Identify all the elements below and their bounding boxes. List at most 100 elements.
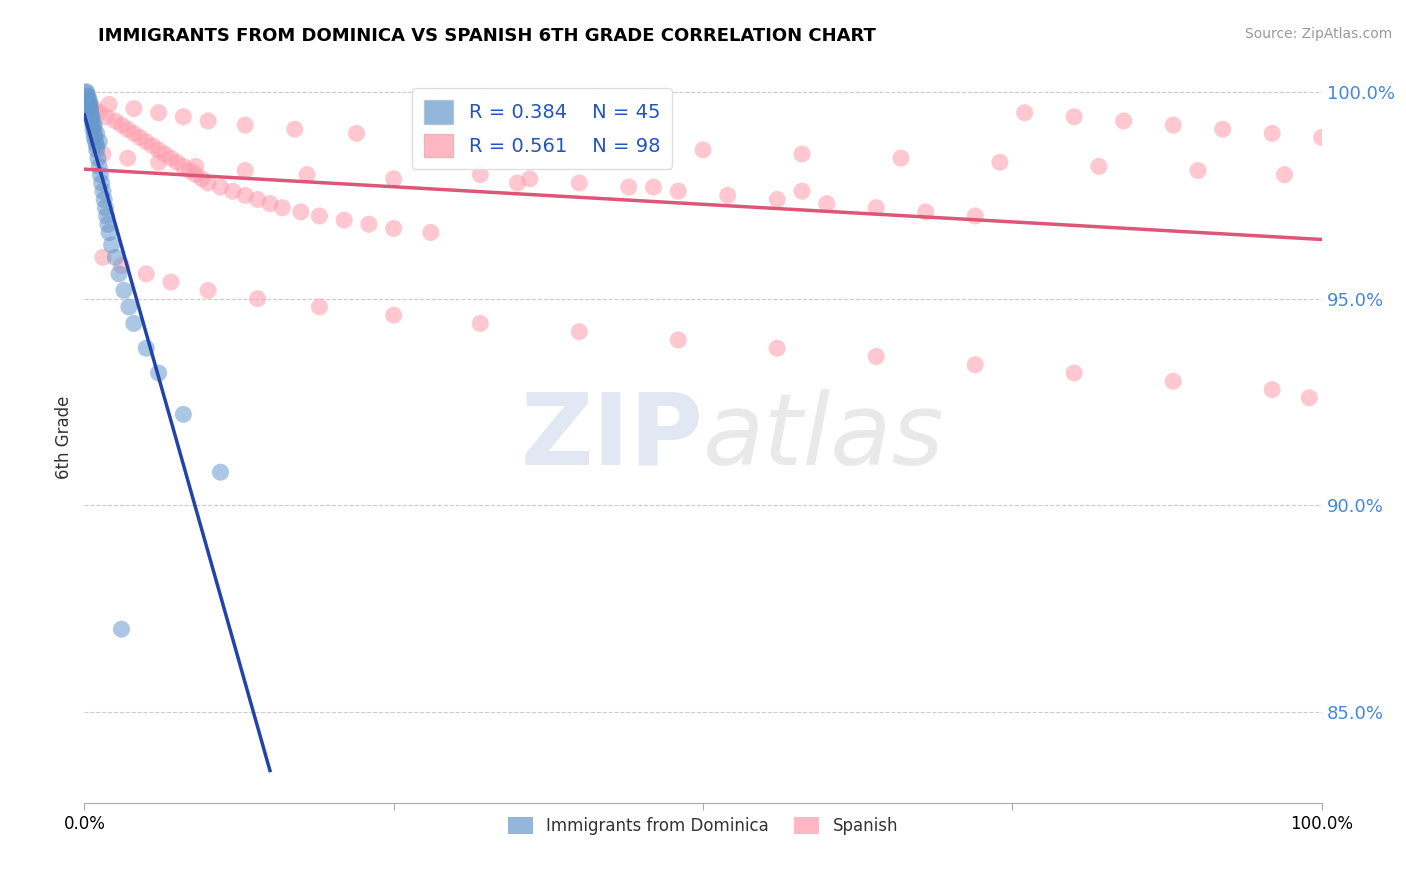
- Point: [419, 130, 441, 145]
- Point: [86, 126, 108, 140]
- Point: [766, 193, 789, 207]
- Point: [617, 180, 640, 194]
- Point: [179, 163, 201, 178]
- Point: [98, 97, 121, 112]
- Point: [96, 209, 118, 223]
- Point: [112, 284, 135, 298]
- Point: [1063, 366, 1085, 380]
- Point: [89, 160, 111, 174]
- Point: [79, 97, 101, 112]
- Point: [82, 122, 104, 136]
- Point: [91, 250, 114, 264]
- Point: [1261, 383, 1284, 397]
- Point: [382, 308, 405, 322]
- Legend: Immigrants from Dominica, Spanish: Immigrants from Dominica, Spanish: [502, 811, 904, 842]
- Point: [84, 135, 107, 149]
- Point: [470, 168, 492, 182]
- Point: [117, 122, 139, 136]
- Point: [271, 201, 294, 215]
- Point: [148, 366, 170, 380]
- Point: [110, 259, 132, 273]
- Point: [593, 138, 616, 153]
- Point: [506, 135, 529, 149]
- Point: [80, 110, 103, 124]
- Point: [94, 201, 117, 215]
- Point: [172, 160, 194, 174]
- Point: [93, 193, 115, 207]
- Point: [382, 171, 405, 186]
- Point: [79, 93, 101, 107]
- Point: [89, 135, 111, 149]
- Point: [197, 176, 219, 190]
- Point: [568, 325, 591, 339]
- Point: [83, 126, 105, 140]
- Point: [80, 110, 103, 124]
- Point: [1112, 114, 1135, 128]
- Point: [965, 358, 987, 372]
- Point: [1187, 163, 1209, 178]
- Point: [97, 217, 120, 231]
- Point: [110, 622, 132, 636]
- Point: [284, 122, 307, 136]
- Point: [122, 102, 145, 116]
- Point: [148, 155, 170, 169]
- Point: [209, 180, 232, 194]
- Point: [815, 196, 838, 211]
- Point: [1161, 374, 1184, 388]
- Point: [104, 114, 127, 128]
- Point: [506, 176, 529, 190]
- Point: [83, 102, 105, 116]
- Point: [87, 151, 110, 165]
- Point: [717, 188, 740, 202]
- Point: [100, 238, 122, 252]
- Text: ZIP: ZIP: [520, 389, 703, 485]
- Point: [1161, 118, 1184, 132]
- Point: [865, 201, 887, 215]
- Point: [222, 184, 245, 198]
- Point: [77, 93, 100, 107]
- Point: [246, 193, 269, 207]
- Point: [666, 184, 689, 198]
- Point: [790, 147, 813, 161]
- Point: [79, 97, 101, 112]
- Point: [295, 168, 318, 182]
- Point: [108, 267, 131, 281]
- Point: [122, 126, 145, 140]
- Text: atlas: atlas: [703, 389, 945, 485]
- Point: [382, 221, 405, 235]
- Point: [91, 184, 114, 198]
- Point: [75, 85, 97, 99]
- Point: [141, 138, 163, 153]
- Point: [643, 180, 665, 194]
- Point: [122, 317, 145, 331]
- Point: [1261, 126, 1284, 140]
- Point: [308, 300, 330, 314]
- Point: [419, 226, 441, 240]
- Point: [77, 89, 100, 103]
- Point: [1310, 130, 1333, 145]
- Point: [209, 465, 232, 479]
- Point: [83, 130, 105, 145]
- Point: [118, 300, 141, 314]
- Point: [76, 89, 98, 103]
- Point: [110, 118, 132, 132]
- Text: IMMIGRANTS FROM DOMINICA VS SPANISH 6TH GRADE CORRELATION CHART: IMMIGRANTS FROM DOMINICA VS SPANISH 6TH …: [98, 27, 876, 45]
- Point: [172, 110, 194, 124]
- Point: [90, 176, 112, 190]
- Point: [988, 155, 1011, 169]
- Point: [91, 147, 114, 161]
- Point: [890, 151, 912, 165]
- Point: [172, 408, 194, 422]
- Point: [96, 110, 118, 124]
- Point: [346, 126, 368, 140]
- Point: [914, 205, 936, 219]
- Point: [568, 176, 591, 190]
- Point: [1063, 110, 1085, 124]
- Point: [1088, 160, 1111, 174]
- Text: Source: ZipAtlas.com: Source: ZipAtlas.com: [1244, 27, 1392, 41]
- Point: [98, 226, 121, 240]
- Point: [135, 341, 157, 355]
- Point: [766, 341, 789, 355]
- Point: [1014, 105, 1036, 120]
- Point: [233, 188, 256, 202]
